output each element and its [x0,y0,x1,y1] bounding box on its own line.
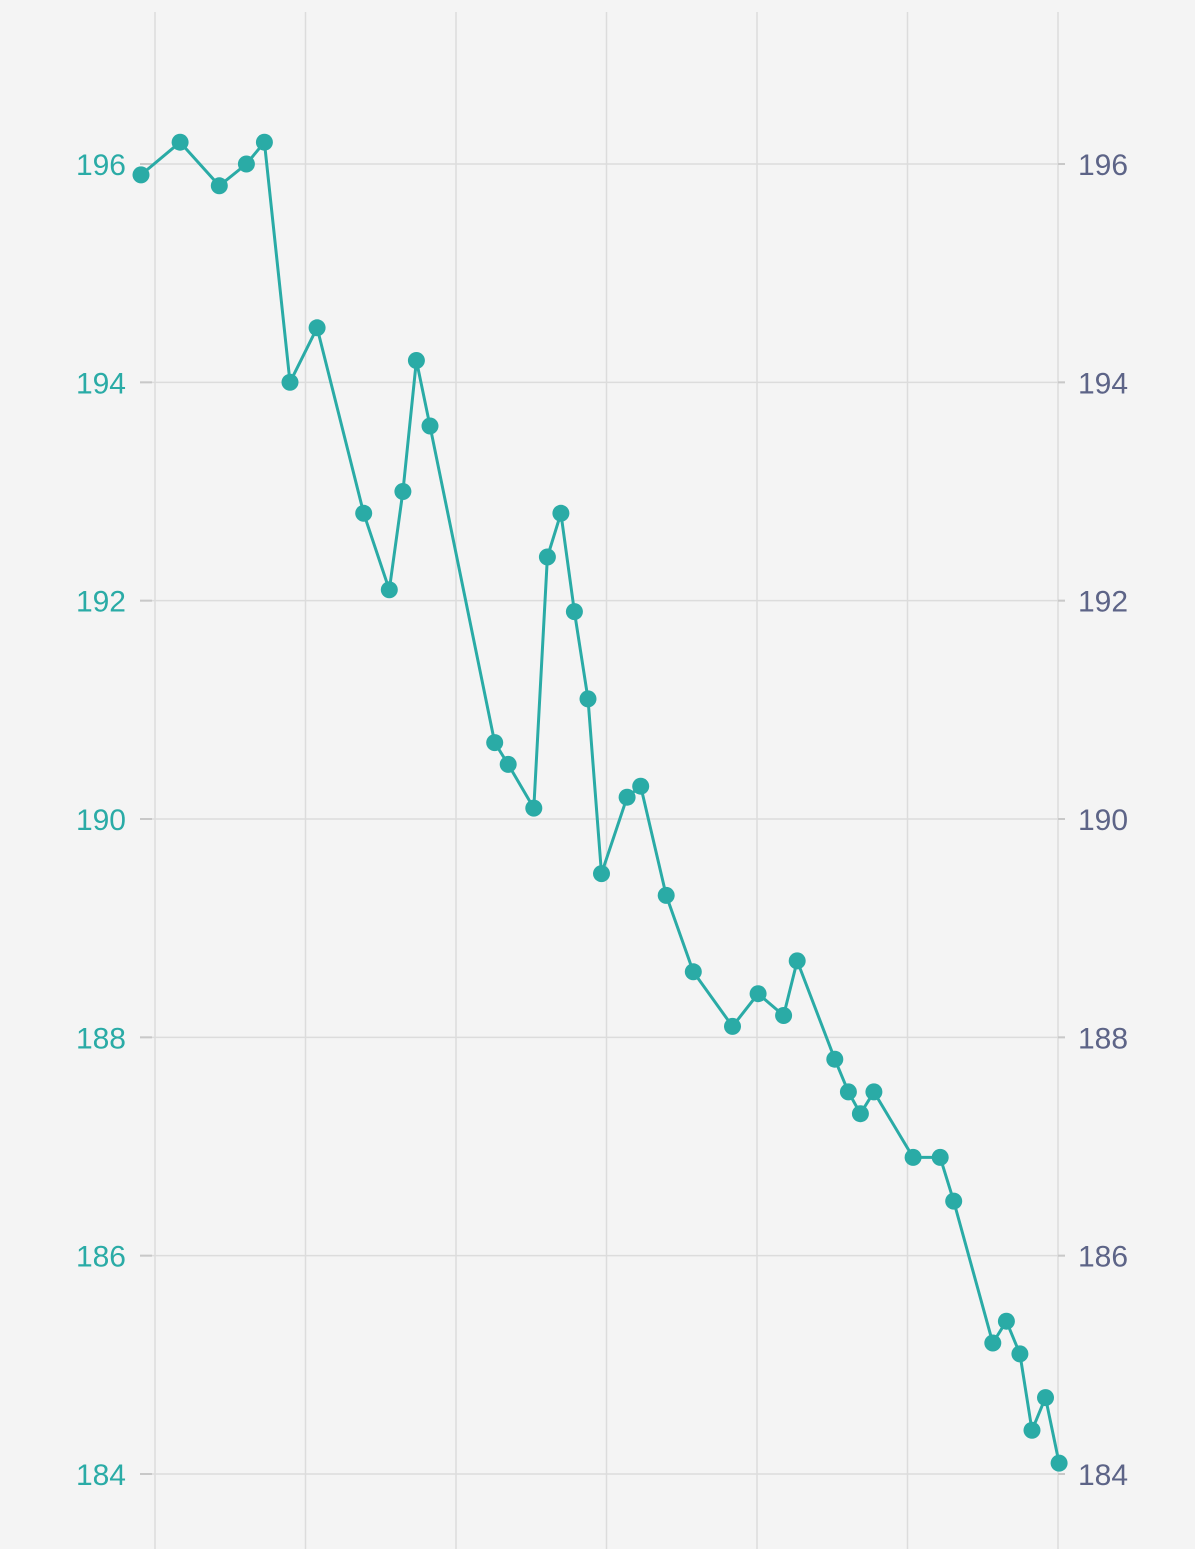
left-y-axis-ticks: 184 186 188 190 192 194 196 [76,149,126,1492]
left-y-tick-label: 188 [76,1022,126,1055]
data-point [749,985,767,1003]
data-point [132,166,150,184]
data-point [1050,1454,1068,1472]
right-y-tick-label: 192 [1078,586,1128,619]
right-y-axis-ticks: 184 186 188 190 192 194 196 [1078,149,1128,1492]
data-point [499,755,517,773]
data-point [724,1017,741,1035]
data-point [407,352,425,369]
left-y-tick-label: 190 [76,804,126,837]
data-point [308,319,326,337]
data-point [851,1105,869,1123]
data-points [132,133,1068,1472]
data-point [1037,1389,1054,1407]
data-point [565,603,583,621]
right-y-tick-label: 190 [1078,804,1128,837]
data-point [538,548,556,566]
left-y-tick-label: 194 [76,367,126,400]
data-point [684,963,702,981]
data-point [788,952,806,970]
data-point [618,788,636,806]
data-point [525,799,543,817]
data-point [775,1007,793,1024]
left-y-tick-label: 186 [76,1241,126,1274]
data-point [1023,1421,1041,1439]
right-y-tick-label: 186 [1078,1241,1128,1274]
data-point [632,777,650,795]
data-point [826,1050,844,1068]
data-point [579,690,597,708]
data-point [1011,1345,1029,1363]
data-point [421,417,439,435]
data-point [904,1148,922,1166]
left-y-tick-label: 196 [76,149,126,182]
data-point [355,504,373,522]
data-point [984,1334,1002,1352]
data-point [593,865,610,883]
right-y-tick-label: 194 [1078,367,1128,400]
data-point [931,1148,949,1166]
left-y-tick-label: 192 [76,586,126,619]
data-point [865,1083,883,1101]
data-point [486,734,504,752]
data-point [552,504,570,522]
right-y-tick-label: 196 [1078,149,1128,182]
data-point [657,886,675,904]
horizontal-gridlines [140,163,1065,1475]
data-point [171,133,189,151]
right-y-tick-label: 188 [1078,1022,1128,1055]
data-point [380,581,398,599]
data-point [997,1312,1015,1330]
data-point [945,1192,963,1210]
data-point [210,177,228,195]
data-point [394,483,412,500]
data-point [839,1083,857,1101]
right-y-tick-label: 184 [1078,1459,1128,1492]
data-point [281,373,299,391]
data-point [255,133,273,151]
left-y-tick-label: 184 [76,1459,126,1492]
data-point [237,155,255,173]
vertical-gridlines [154,12,1059,1549]
